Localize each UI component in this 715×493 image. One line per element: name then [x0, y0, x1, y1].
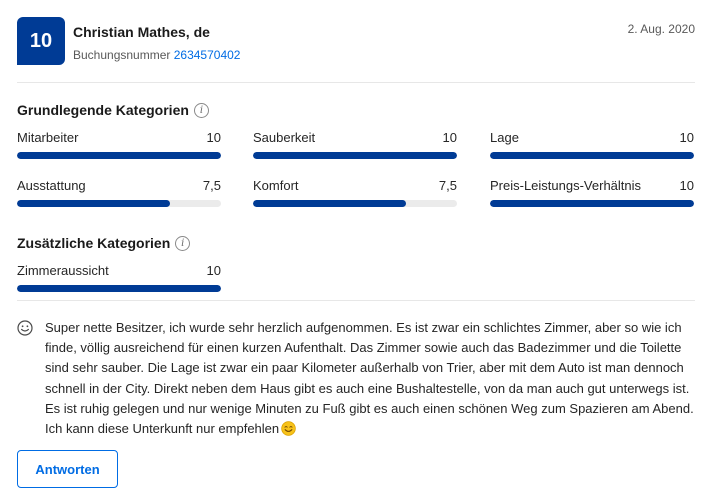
score-badge: 10	[17, 17, 65, 65]
score-bar-fill	[17, 200, 170, 207]
smiling-face-emoji-icon	[281, 421, 296, 436]
category-label: Zimmeraussicht	[17, 263, 109, 278]
score-bar	[17, 200, 221, 207]
basic-categories-title-text: Grundlegende Kategorien	[17, 102, 189, 118]
category-ausstattung: Ausstattung 7,5	[17, 178, 221, 208]
category-label: Lage	[490, 130, 519, 145]
category-value: 10	[679, 178, 694, 193]
category-value: 7,5	[202, 178, 221, 193]
category-sauberkeit: Sauberkeit 10	[253, 130, 457, 160]
category-value: 10	[679, 130, 694, 145]
score-bar	[253, 200, 457, 207]
booking-number-link[interactable]: 2634570402	[173, 48, 241, 62]
score-bar-fill	[490, 152, 694, 159]
score-bar-fill	[253, 200, 406, 207]
score-bar-fill	[17, 152, 221, 159]
score-bar-fill	[490, 200, 694, 207]
booking-label: Buchungsnummer	[73, 48, 171, 62]
info-icon[interactable]: i	[175, 235, 191, 251]
review-text: Super nette Besitzer, ich wurde sehr her…	[45, 318, 695, 439]
booking-line: Buchungsnummer 2634570402	[73, 48, 240, 62]
score-bar	[253, 152, 457, 159]
additional-categories-title: Zusätzliche Kategorien i	[17, 235, 191, 251]
divider	[17, 82, 695, 83]
category-value: 10	[206, 263, 221, 278]
category-komfort: Komfort 7,5	[253, 178, 457, 208]
score-bar	[490, 152, 694, 159]
category-value: 10	[206, 130, 221, 145]
review-header: 10 Christian Mathes, de Buchungsnummer 2…	[17, 17, 695, 67]
category-preis-leistung: Preis-Leistungs-Verhältnis 10	[490, 178, 694, 208]
category-label: Mitarbeiter	[17, 130, 79, 145]
category-label: Sauberkeit	[253, 130, 316, 145]
category-lage: Lage 10	[490, 130, 694, 160]
score-bar-fill	[253, 152, 457, 159]
category-label: Ausstattung	[17, 178, 86, 193]
reviewer-name: Christian Mathes, de	[73, 24, 210, 40]
score-bar	[17, 285, 221, 292]
review-text-content: Super nette Besitzer, ich wurde sehr her…	[45, 320, 694, 437]
review-date: 2. Aug. 2020	[627, 22, 695, 36]
info-icon[interactable]: i	[193, 102, 209, 118]
smile-icon	[17, 320, 33, 336]
divider	[17, 300, 695, 301]
category-value: 10	[442, 130, 457, 145]
reply-button[interactable]: Antworten	[17, 450, 118, 488]
category-zimmeraussicht: Zimmeraussicht 10	[17, 263, 221, 293]
score-bar	[17, 152, 221, 159]
category-mitarbeiter: Mitarbeiter 10	[17, 130, 221, 160]
review-body: Super nette Besitzer, ich wurde sehr her…	[17, 318, 695, 439]
category-label: Preis-Leistungs-Verhältnis	[490, 178, 642, 193]
score-bar-fill	[17, 285, 221, 292]
score-bar	[490, 200, 694, 207]
basic-categories-title: Grundlegende Kategorien i	[17, 102, 209, 118]
category-value: 7,5	[438, 178, 457, 193]
category-label: Komfort	[253, 178, 299, 193]
additional-categories-title-text: Zusätzliche Kategorien	[17, 235, 171, 251]
